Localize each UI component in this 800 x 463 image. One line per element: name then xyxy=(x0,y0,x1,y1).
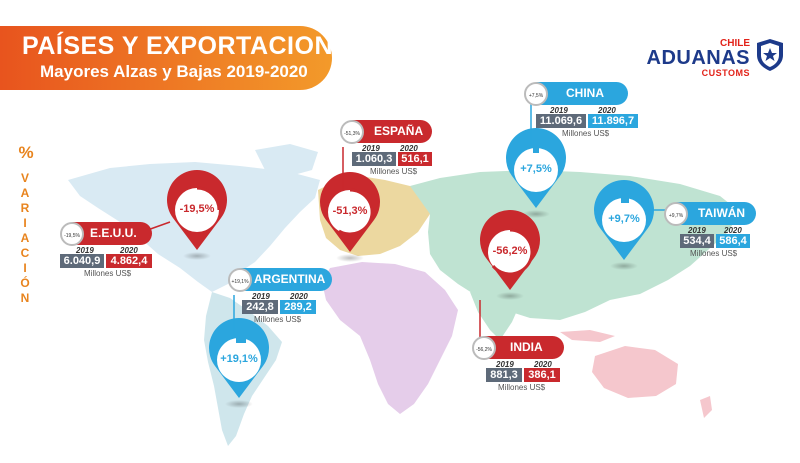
australia-region xyxy=(592,346,678,398)
year-2019-china: 2019 xyxy=(550,106,568,115)
indonesia-region xyxy=(560,330,615,342)
value-2020-usa: 4.862,4 xyxy=(106,254,152,268)
title-banner: PAÍSES Y EXPORTACIONES Mayores Alzas y B… xyxy=(0,26,367,90)
value-2020-china: 11.896,7 xyxy=(588,114,638,128)
value-2019-argentina: 242,8 xyxy=(242,300,278,314)
unit-china: Millones US$ xyxy=(562,129,610,138)
map-pin-spain[interactable] xyxy=(320,172,380,262)
pin-label-spain: -51,3% xyxy=(332,205,368,217)
variation-side-label: % VARIACIÓN xyxy=(12,143,40,306)
map-pin-china[interactable] xyxy=(506,128,566,218)
year-2019-india: 2019 xyxy=(496,360,514,369)
shield-icon xyxy=(757,39,783,71)
year-2019-argentina: 2019 xyxy=(252,292,270,301)
map-pin-taiwan[interactable] xyxy=(594,179,654,270)
asia-region xyxy=(410,170,740,320)
africa-region xyxy=(322,262,458,414)
unit-india: Millones US$ xyxy=(498,383,546,392)
map-pin-argentina[interactable] xyxy=(209,318,269,408)
mini-gauge-usa: -19,5% xyxy=(60,222,84,246)
value-2019-china: 11.069,6 xyxy=(536,114,586,128)
value-2019-india: 881,3 xyxy=(486,368,522,382)
pin-label-india: -56,2% xyxy=(492,245,528,257)
unit-argentina: Millones US$ xyxy=(254,315,302,324)
unit-taiwan: Millones US$ xyxy=(690,249,738,258)
new-zealand-region xyxy=(700,396,712,418)
value-2019-taiwan: 534,4 xyxy=(680,234,714,248)
pin-label-usa: -19,5% xyxy=(179,203,215,215)
value-2019-spain: 1.060,3 xyxy=(352,152,396,166)
country-tag-india: INDIA xyxy=(484,336,564,359)
value-2020-india: 386,1 xyxy=(524,368,560,382)
value-2019-usa: 6.040,9 xyxy=(60,254,104,268)
page-title: PAÍSES Y EXPORTACIONES xyxy=(22,32,368,60)
value-2020-spain: 516,1 xyxy=(398,152,432,166)
value-2020-argentina: 289,2 xyxy=(280,300,316,314)
logo-chile-text: CHILE xyxy=(720,38,750,49)
year-2020-india: 2020 xyxy=(534,360,552,369)
mini-gauge-india: -56,2% xyxy=(472,336,496,360)
mini-gauge-argentina: +19,1% xyxy=(228,268,252,292)
india-region xyxy=(470,292,520,340)
variation-word: VARIACIÓN xyxy=(20,171,32,305)
mini-gauge-taiwan: +9,7% xyxy=(664,202,688,226)
mini-gauge-china: +7,5% xyxy=(524,82,548,106)
mini-gauge-spain: -51,3% xyxy=(340,120,364,144)
logo-customs-text: CUSTOMS xyxy=(701,68,750,78)
pin-label-taiwan: +9,7% xyxy=(608,213,640,225)
logo-main-text: ADUANAS xyxy=(646,47,750,69)
unit-usa: Millones US$ xyxy=(84,269,132,278)
year-2020-usa: 2020 xyxy=(120,246,138,255)
year-2020-spain: 2020 xyxy=(400,144,418,153)
value-2020-taiwan: 586,4 xyxy=(716,234,750,248)
country-tag-china: CHINA xyxy=(536,82,628,105)
unit-spain: Millones US$ xyxy=(370,167,418,176)
page-subtitle: Mayores Alzas y Bajas 2019-2020 xyxy=(40,62,308,81)
map-pin-usa[interactable] xyxy=(167,170,228,260)
map-pin-india[interactable] xyxy=(479,210,540,300)
year-2020-argentina: 2020 xyxy=(290,292,308,301)
pin-label-argentina: +19,1% xyxy=(220,353,258,365)
year-2020-china: 2020 xyxy=(598,106,616,115)
year-2020-taiwan: 2020 xyxy=(724,226,742,235)
country-tag-taiwan: TAIWÁN xyxy=(676,202,756,225)
year-2019-taiwan: 2019 xyxy=(688,226,706,235)
percent-symbol: % xyxy=(18,143,34,162)
aduanas-logo: CHILE ADUANAS CUSTOMS xyxy=(640,36,790,80)
country-tag-spain: ESPAÑA xyxy=(352,120,432,143)
year-2019-usa: 2019 xyxy=(76,246,94,255)
country-tag-argentina: ARGENTINA xyxy=(240,268,332,291)
pin-label-china: +7,5% xyxy=(520,163,552,175)
greenland-region xyxy=(255,144,318,176)
country-tag-usa: E.E.U.U. xyxy=(72,222,152,245)
year-2019-spain: 2019 xyxy=(362,144,380,153)
